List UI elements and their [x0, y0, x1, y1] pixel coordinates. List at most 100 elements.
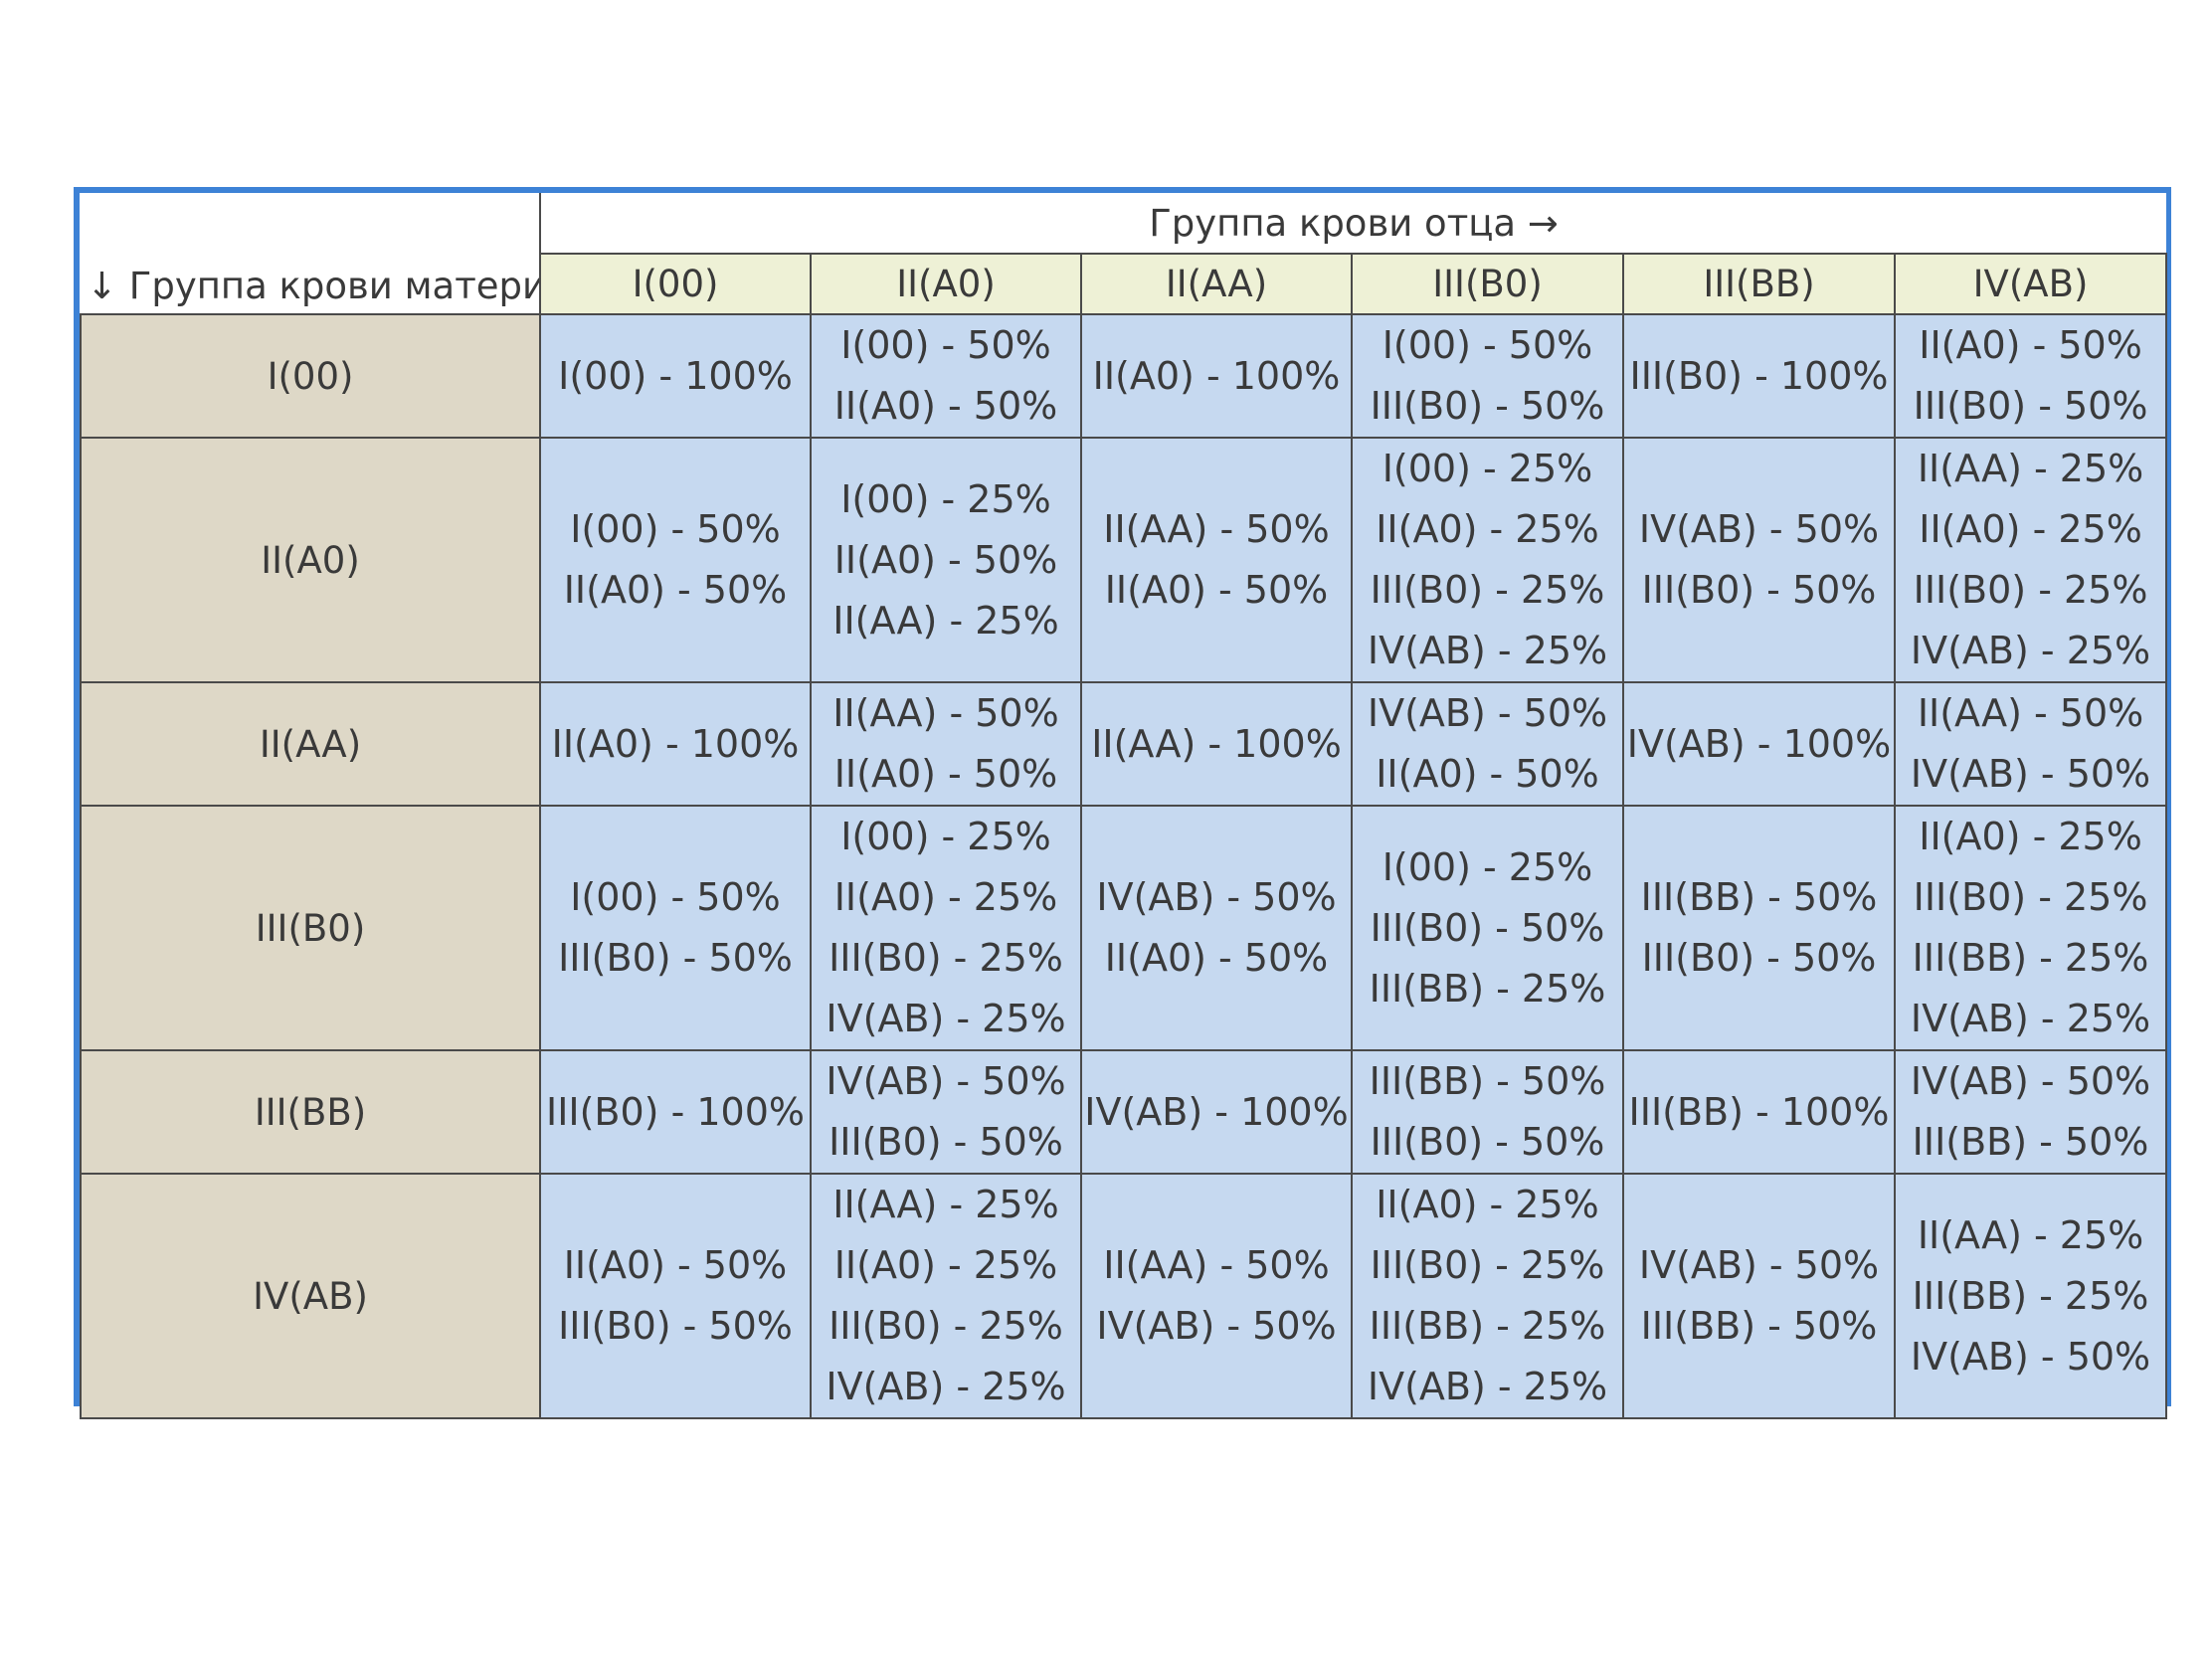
offspring-probability-line: IV(AB) - 50%: [1638, 1243, 1880, 1287]
offspring-probability-line: IV(AB) - 50%: [1096, 1304, 1337, 1348]
offspring-probability-cell: II(AA) - 25% II(A0) - 25% III(B0) - 25% IV(…: [1893, 437, 2168, 683]
offspring-probability-line: III(B0) - 100%: [1629, 353, 1889, 398]
blood-type-inheritance-table-frame: Группа крови отца → ↓ Группа крови матер…: [74, 187, 2171, 1419]
offspring-probability-line: IV(AB) - 50%: [826, 1059, 1066, 1103]
offspring-probability-line: IV(AB) - 50%: [1096, 875, 1337, 919]
offspring-probability-line: III(B0) - 25%: [1370, 568, 1605, 612]
offspring-probability-line: II(A0) - 25%: [1376, 1183, 1599, 1226]
offspring-probability-line: III(B0) - 50%: [1370, 384, 1605, 428]
offspring-probability-line: III(B0) - 25%: [829, 1304, 1063, 1348]
mother-row-header: II(AA): [80, 681, 541, 807]
father-column-header: II(AA): [1080, 253, 1353, 315]
table-row: III(B0) I(00) - 50% III(B0) - 50% I(00) - 2…: [80, 805, 2168, 1051]
offspring-probability-line: III(BB) - 25%: [1369, 966, 1606, 1011]
offspring-probability-line: IV(AB) - 25%: [826, 997, 1066, 1040]
offspring-probability-line: III(B0) - 50%: [1370, 1120, 1605, 1164]
offspring-probability-line: III(BB) - 50%: [1369, 1059, 1606, 1103]
offspring-probability-line: I(00) - 100%: [558, 353, 793, 398]
offspring-probability-cell: II(A0) - 25% III(B0) - 25% III(BB) - 25% IV…: [1351, 1173, 1624, 1419]
offspring-probability-line: IV(AB) - 25%: [826, 1365, 1066, 1408]
offspring-probability-cell: I(00) - 50% II(A0) - 50%: [810, 313, 1082, 439]
offspring-probability-line: II(A0) - 25%: [1919, 507, 2142, 551]
offspring-probability-line: III(B0) - 25%: [1913, 875, 2148, 919]
offspring-probability-line: III(B0) - 50%: [829, 1120, 1063, 1164]
father-column-header: IV(AB): [1893, 253, 2168, 315]
table-row: IV(AB) II(A0) - 50% III(B0) - 50% II(AA) - …: [80, 1173, 2168, 1419]
mother-row-header: III(BB): [80, 1049, 541, 1175]
mother-row-header: I(00): [80, 313, 541, 439]
offspring-probability-cell: II(AA) - 50% IV(AB) - 50%: [1893, 681, 2168, 807]
offspring-probability-line: II(AA) - 25%: [1917, 1212, 2144, 1257]
offspring-probability-cell: IV(AB) - 100%: [1622, 681, 1896, 807]
father-column-header: II(A0): [810, 253, 1082, 315]
offspring-probability-cell: III(BB) - 50% III(B0) - 50%: [1351, 1049, 1624, 1175]
offspring-probability-line: II(A0) - 100%: [1092, 353, 1341, 398]
offspring-probability-line: II(A0) - 50%: [1376, 752, 1599, 796]
mother-row-header: IV(AB): [80, 1173, 541, 1419]
mother-row-header: II(A0): [80, 437, 541, 683]
offspring-probability-line: II(A0) - 25%: [833, 1243, 1058, 1287]
offspring-probability-cell: IV(AB) - 50% III(B0) - 50%: [810, 1049, 1082, 1175]
offspring-probability-line: III(BB) - 100%: [1628, 1089, 1890, 1134]
offspring-probability-cell: I(00) - 25% II(A0) - 50% II(AA) - 25%: [810, 437, 1082, 683]
offspring-probability-cell: I(00) - 100%: [539, 313, 812, 439]
offspring-probability-line: I(00) - 25%: [840, 476, 1051, 521]
offspring-probability-cell: IV(AB) - 50% II(A0) - 50%: [1080, 805, 1353, 1051]
offspring-probability-cell: II(AA) - 25% III(BB) - 25% IV(AB) - 50%: [1893, 1173, 2168, 1419]
offspring-probability-line: III(BB) - 25%: [1369, 1304, 1606, 1348]
table-row: II(A0) I(00) - 50% II(A0) - 50% I(00) - 25%…: [80, 437, 2168, 683]
offspring-probability-cell: I(00) - 25% II(A0) - 25% III(B0) - 25% IV(A…: [810, 805, 1082, 1051]
offspring-probability-cell: II(A0) - 50% III(B0) - 50%: [539, 1173, 812, 1419]
table-row: III(BB) III(B0) - 100% IV(AB) - 50% III(B0)…: [80, 1049, 2168, 1175]
father-column-header: III(BB): [1622, 253, 1896, 315]
offspring-probability-cell: II(A0) - 100%: [1080, 313, 1353, 439]
table-body: Группа крови отца → ↓ Группа крови матер…: [80, 193, 2168, 1419]
offspring-probability-line: III(B0) - 50%: [1913, 384, 2148, 428]
offspring-probability-cell: IV(AB) - 50% III(B0) - 50%: [1622, 437, 1896, 683]
offspring-probability-line: II(A0) - 100%: [551, 721, 800, 766]
offspring-probability-cell: IV(AB) - 100%: [1080, 1049, 1353, 1175]
offspring-probability-line: IV(AB) - 25%: [1910, 629, 2151, 672]
father-column-header: I(00): [539, 253, 812, 315]
offspring-probability-line: IV(AB) - 25%: [1367, 1365, 1608, 1408]
offspring-probability-line: III(BB) - 50%: [1912, 1120, 2149, 1164]
offspring-probability-line: II(AA) - 25%: [1917, 447, 2144, 490]
offspring-probability-line: IV(AB) - 50%: [1638, 507, 1880, 551]
offspring-probability-cell: I(00) - 50% III(B0) - 50%: [539, 805, 812, 1051]
offspring-probability-line: IV(AB) - 100%: [1626, 721, 1892, 766]
offspring-probability-line: I(00) - 25%: [840, 815, 1051, 858]
offspring-probability-line: III(BB) - 25%: [1912, 936, 2149, 980]
offspring-probability-cell: IV(AB) - 50% II(A0) - 50%: [1351, 681, 1624, 807]
offspring-probability-line: I(00) - 25%: [1382, 447, 1593, 490]
offspring-probability-line: II(A0) - 50%: [833, 384, 1058, 428]
offspring-probability-line: II(AA) - 50%: [1103, 507, 1330, 551]
offspring-probability-line: II(AA) - 50%: [832, 691, 1059, 735]
offspring-probability-line: III(B0) - 50%: [558, 936, 793, 980]
table-row: II(AA) II(A0) - 100% II(AA) - 50% II(A0) - …: [80, 681, 2168, 807]
offspring-probability-line: II(AA) - 50%: [1103, 1243, 1330, 1287]
father-blood-type-title: Группа крови отца →: [538, 193, 2167, 255]
offspring-probability-line: II(A0) - 50%: [1104, 568, 1329, 612]
offspring-probability-line: I(00) - 50%: [1382, 323, 1593, 367]
offspring-probability-line: IV(AB) - 25%: [1367, 629, 1608, 672]
offspring-probability-cell: II(A0) - 50% III(B0) - 50%: [1893, 313, 2168, 439]
offspring-probability-cell: III(BB) - 100%: [1622, 1049, 1896, 1175]
offspring-probability-line: II(A0) - 50%: [563, 1243, 788, 1287]
offspring-probability-cell: IV(AB) - 50% III(BB) - 50%: [1622, 1173, 1896, 1419]
offspring-probability-line: III(B0) - 25%: [1913, 568, 2148, 612]
offspring-probability-line: IV(AB) - 50%: [1367, 691, 1608, 735]
offspring-probability-cell: I(00) - 25% III(B0) - 50% III(BB) - 25%: [1351, 805, 1624, 1051]
offspring-probability-line: I(00) - 50%: [570, 507, 781, 551]
offspring-probability-line: I(00) - 50%: [570, 875, 781, 919]
offspring-probability-cell: II(AA) - 100%: [1080, 681, 1353, 807]
father-column-header: III(B0): [1351, 253, 1624, 315]
offspring-probability-line: III(BB) - 25%: [1912, 1273, 2149, 1318]
table-row: I(00) I(00) - 100% I(00) - 50% II(A0) - 50%…: [80, 313, 2168, 439]
offspring-probability-line: IV(AB) - 50%: [1910, 1059, 2151, 1103]
offspring-probability-cell: I(00) - 50% III(B0) - 50%: [1351, 313, 1624, 439]
offspring-probability-line: II(AA) - 50%: [1917, 691, 2144, 735]
offspring-probability-line: II(A0) - 25%: [1919, 815, 2142, 858]
offspring-probability-line: I(00) - 50%: [840, 323, 1051, 367]
father-columns-header-row: ↓ Группа крови матери I(00) II(A0) II(AA) I…: [81, 253, 2168, 315]
offspring-probability-line: III(B0) - 25%: [1370, 1243, 1605, 1287]
